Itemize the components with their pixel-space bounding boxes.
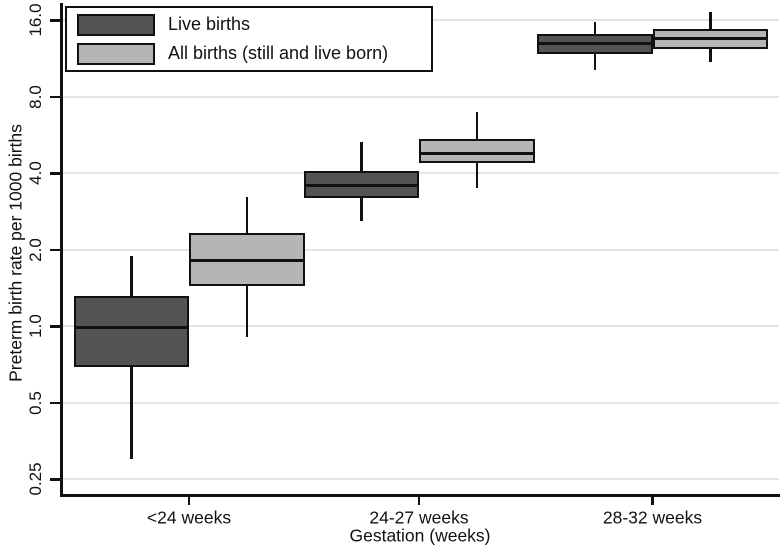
median-line-live-births-24-27-weeks	[305, 183, 417, 187]
median-line-all-births-still-and-live-born-28-32-weeks	[654, 36, 766, 40]
legend-label-live-births: Live births	[168, 14, 251, 34]
x-tick-label: 28-32 weeks	[602, 507, 703, 528]
y-tick-label: 0.25	[26, 462, 45, 496]
median-line-live-births-24-weeks	[75, 326, 187, 329]
y-axis-title: Preterm birth rate per 1000 births	[5, 124, 26, 382]
y-tick	[50, 401, 61, 405]
gridline	[63, 325, 779, 328]
x-tick-label: 24-27 weeks	[369, 507, 469, 528]
y-tick-label: 0.5	[26, 391, 45, 415]
gridline	[63, 401, 779, 404]
box-all-births-still-and-live-born-24-27-weeks	[419, 139, 535, 163]
x-tick-label: <24 weeks	[146, 507, 232, 528]
y-tick	[50, 95, 61, 99]
y-tick	[50, 172, 61, 175]
y-tick	[50, 19, 61, 22]
live-births-swatch-icon	[77, 13, 155, 36]
y-axis-line	[60, 3, 63, 497]
x-tick	[187, 497, 191, 505]
y-tick	[50, 325, 61, 328]
y-tick-label: 4.0	[26, 161, 45, 186]
x-tick	[417, 497, 421, 505]
gridline	[63, 95, 779, 98]
x-axis-title: Gestation (weeks)	[349, 525, 491, 546]
gridline	[63, 172, 779, 175]
legend-label-all-births: All births (still and live born)	[168, 43, 389, 63]
x-tick	[651, 497, 654, 505]
legend-item-live-births: Live births	[77, 13, 431, 36]
median-line-all-births-still-and-live-born-24-weeks	[191, 258, 303, 262]
all-births-swatch-icon	[77, 42, 155, 65]
median-line-live-births-28-32-weeks	[539, 41, 651, 45]
x-axis-line	[60, 494, 780, 497]
y-tick	[50, 248, 61, 252]
y-tick-label: 8.0	[26, 85, 45, 109]
gridline	[63, 248, 779, 251]
y-tick-label: 1.0	[26, 314, 45, 339]
box-live-births-24-weeks	[73, 295, 189, 368]
y-tick-label: 2.0	[26, 238, 45, 262]
y-tick-label: 16.0	[26, 3, 45, 37]
gridline	[63, 478, 779, 481]
legend-item-all-births: All births (still and live born)	[77, 42, 431, 65]
legend: Live births All births (still and live b…	[65, 6, 433, 72]
y-tick	[50, 478, 61, 481]
median-line-all-births-still-and-live-born-24-27-weeks	[421, 151, 533, 155]
